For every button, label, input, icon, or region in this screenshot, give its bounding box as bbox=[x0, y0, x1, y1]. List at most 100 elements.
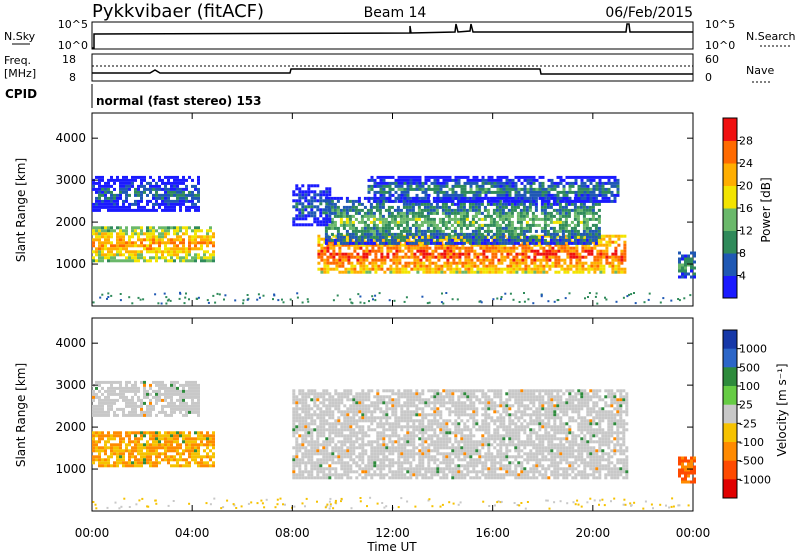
power-cell bbox=[137, 250, 140, 254]
freq-right-tick-bottom: 0 bbox=[705, 71, 712, 84]
power-cell bbox=[125, 241, 128, 245]
power-cell bbox=[429, 235, 433, 239]
power-cell bbox=[369, 205, 373, 209]
velocity-cell bbox=[128, 431, 131, 435]
power-cell bbox=[363, 229, 367, 233]
power-cell bbox=[397, 199, 401, 203]
power-cell bbox=[591, 232, 595, 236]
power-cell bbox=[541, 187, 545, 191]
power-cell bbox=[489, 241, 493, 245]
power-cell bbox=[101, 250, 104, 254]
velocity-cell bbox=[98, 431, 101, 435]
power-cell bbox=[452, 261, 456, 265]
power-cell bbox=[344, 252, 348, 256]
velocity-cell bbox=[182, 452, 185, 456]
velocity-cell bbox=[325, 455, 329, 459]
power-cell bbox=[95, 205, 98, 209]
power-cell bbox=[140, 241, 143, 245]
power-cell bbox=[693, 272, 696, 276]
power-cell bbox=[498, 238, 502, 242]
power-cell bbox=[501, 238, 505, 242]
velocity-cell bbox=[173, 449, 176, 453]
power-cell bbox=[188, 193, 191, 197]
power-cell bbox=[368, 243, 372, 247]
power-cell bbox=[465, 235, 469, 239]
power-cell bbox=[140, 232, 143, 236]
velocity-cell bbox=[164, 392, 167, 396]
power-speck bbox=[442, 302, 445, 305]
power-cell bbox=[488, 267, 492, 271]
power-cell bbox=[332, 252, 336, 256]
power-cell bbox=[95, 196, 98, 200]
velocity-cell bbox=[304, 401, 308, 405]
power-cell bbox=[547, 184, 551, 188]
velocity-cell bbox=[301, 422, 305, 426]
power-cell bbox=[526, 199, 530, 203]
velocity-cell bbox=[194, 386, 197, 390]
velocity-cell bbox=[170, 395, 173, 399]
power-cell bbox=[576, 208, 580, 212]
power-cell bbox=[417, 238, 421, 242]
power-cell bbox=[411, 235, 415, 239]
power-cell bbox=[601, 199, 605, 203]
power-cell bbox=[498, 241, 502, 245]
power-cell bbox=[328, 217, 332, 221]
power-cell bbox=[212, 232, 215, 236]
velocity-cell bbox=[188, 452, 191, 456]
velocity-cell bbox=[212, 464, 215, 468]
power-cell bbox=[326, 258, 330, 262]
power-cell bbox=[496, 196, 500, 200]
velocity-cell bbox=[167, 431, 170, 435]
power-cell bbox=[366, 208, 370, 212]
power-cell bbox=[548, 264, 552, 268]
power-cell bbox=[98, 250, 101, 254]
power-cell bbox=[607, 178, 611, 182]
power-cell bbox=[304, 199, 308, 203]
power-cell bbox=[428, 252, 432, 256]
velocity-cell bbox=[310, 392, 314, 396]
velocity-cell bbox=[292, 398, 296, 402]
power-cell bbox=[546, 241, 550, 245]
power-cell bbox=[185, 247, 188, 251]
power-cell bbox=[304, 205, 308, 209]
power-cell bbox=[459, 214, 463, 218]
velocity-cell bbox=[164, 386, 167, 390]
power-cell bbox=[597, 202, 601, 206]
power-cell bbox=[484, 181, 488, 185]
velocity-cell bbox=[355, 410, 359, 414]
power-cell bbox=[179, 199, 182, 203]
power-cell bbox=[95, 238, 98, 242]
velocity-cell bbox=[143, 434, 146, 438]
velocity-cell bbox=[331, 437, 335, 441]
power-cell bbox=[194, 238, 197, 242]
power-cell bbox=[378, 229, 382, 233]
velocity-cell bbox=[322, 476, 326, 480]
power-cell bbox=[523, 190, 527, 194]
power-cell bbox=[573, 241, 577, 245]
velocity-cell bbox=[301, 407, 305, 411]
power-cell bbox=[605, 249, 609, 253]
velocity-cell bbox=[170, 455, 173, 459]
power-cell bbox=[430, 175, 434, 179]
velocity-cell bbox=[122, 452, 125, 456]
power-cell bbox=[439, 187, 443, 191]
velocity-cell bbox=[346, 449, 350, 453]
power-cell bbox=[423, 214, 427, 218]
velocity-cell bbox=[143, 431, 146, 435]
power-cell bbox=[351, 229, 355, 233]
velocity-cell bbox=[110, 434, 113, 438]
power-cell bbox=[348, 235, 352, 239]
velocity-cell bbox=[122, 386, 125, 390]
power-cell bbox=[432, 205, 436, 209]
power-cell bbox=[454, 193, 458, 197]
velocity-cell bbox=[334, 425, 338, 429]
velocity-cell bbox=[310, 407, 314, 411]
power-cell bbox=[134, 229, 137, 233]
power-speck bbox=[540, 295, 543, 298]
power-cell bbox=[588, 241, 592, 245]
power-cell bbox=[411, 208, 415, 212]
velocity-cell bbox=[179, 392, 182, 396]
power-cell bbox=[471, 217, 475, 221]
power-cell bbox=[387, 226, 391, 230]
power-cell bbox=[383, 255, 387, 259]
